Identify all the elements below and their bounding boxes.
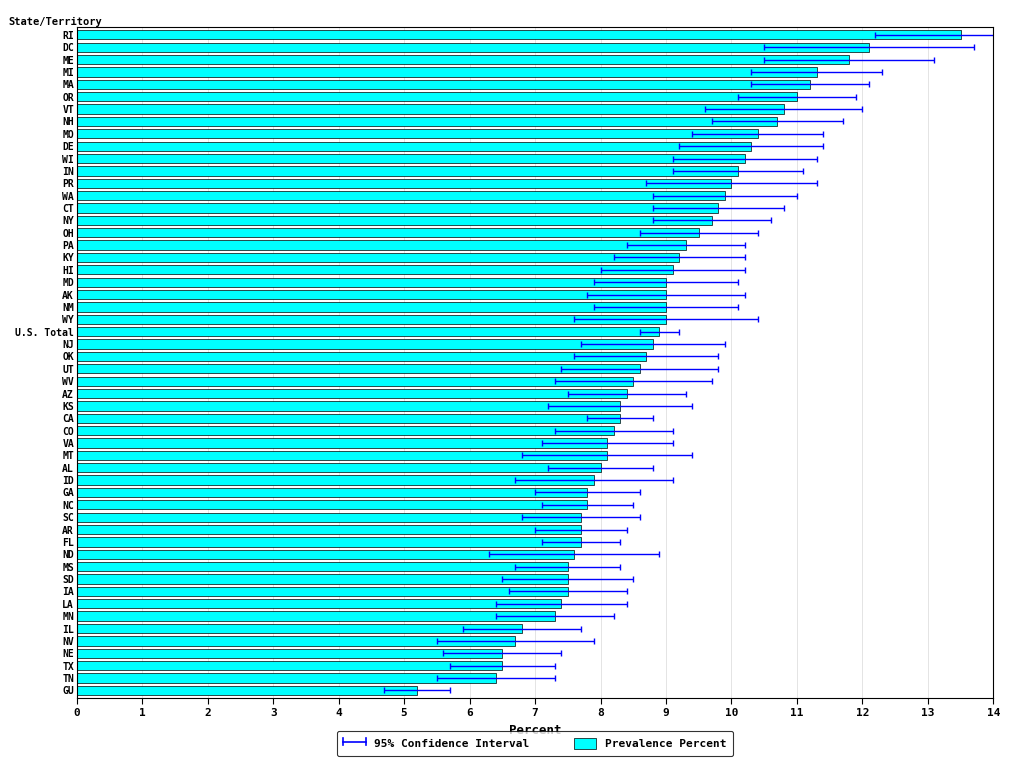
Legend: 95% Confidence Interval, Prevalence Percent: 95% Confidence Interval, Prevalence Perc… <box>337 731 733 756</box>
Bar <box>77 80 810 89</box>
Bar <box>77 142 751 151</box>
Bar <box>77 216 712 225</box>
Bar <box>77 537 581 546</box>
Bar <box>77 352 646 361</box>
Bar <box>77 278 666 287</box>
Bar <box>77 599 561 608</box>
X-axis label: Percent: Percent <box>509 724 561 737</box>
Bar <box>77 191 725 200</box>
Bar <box>77 401 621 411</box>
Bar <box>77 451 607 460</box>
Bar <box>77 252 679 262</box>
Bar <box>77 389 627 398</box>
Bar <box>77 624 522 633</box>
Bar <box>77 265 673 274</box>
Bar <box>77 154 744 163</box>
Bar <box>77 117 777 126</box>
Bar <box>77 475 594 485</box>
Bar <box>77 166 738 176</box>
Bar <box>77 550 574 559</box>
Bar <box>77 414 621 423</box>
Bar <box>77 525 581 534</box>
Bar <box>77 463 600 473</box>
Bar <box>77 637 515 645</box>
Bar <box>77 364 640 373</box>
Bar <box>77 339 653 349</box>
Bar <box>77 104 783 114</box>
Text: State/Territory: State/Territory <box>8 17 101 27</box>
Bar <box>77 179 731 188</box>
Bar <box>77 612 555 621</box>
Bar <box>77 228 698 238</box>
Bar <box>77 129 758 139</box>
Bar <box>77 67 816 77</box>
Bar <box>77 31 961 39</box>
Bar <box>77 438 607 448</box>
Bar <box>77 426 613 435</box>
Bar <box>77 500 588 510</box>
Bar <box>77 290 666 299</box>
Bar <box>77 303 666 311</box>
Bar <box>77 488 588 497</box>
Bar <box>77 661 503 670</box>
Bar <box>77 673 496 683</box>
Bar <box>77 241 686 250</box>
Bar <box>77 575 567 583</box>
Bar <box>77 648 503 658</box>
Bar <box>77 42 869 52</box>
Bar <box>77 376 633 386</box>
Bar <box>77 586 567 596</box>
Bar <box>77 314 666 324</box>
Bar <box>77 513 581 522</box>
Bar <box>77 203 719 212</box>
Bar <box>77 686 417 695</box>
Bar <box>77 55 849 64</box>
Bar <box>77 327 659 336</box>
Bar <box>77 92 797 101</box>
Bar <box>77 562 567 572</box>
